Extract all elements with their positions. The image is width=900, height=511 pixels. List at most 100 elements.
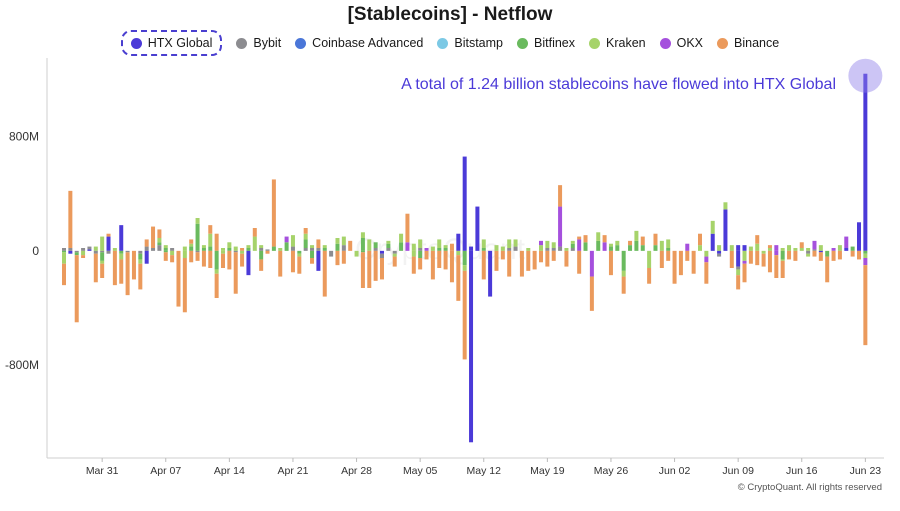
bar-segment-okx <box>685 243 690 251</box>
bar-segment-binance <box>138 263 143 290</box>
bar-segment-htx-global <box>469 246 474 251</box>
bar-segment-binance <box>589 276 594 311</box>
bar-segment-binance <box>418 258 423 270</box>
legend-item-bitstamp[interactable]: Bitstamp <box>437 36 503 50</box>
legend-item-binance[interactable]: Binance <box>717 36 779 50</box>
bar-segment-htx-global <box>863 73 868 251</box>
bar-segment-binance <box>125 252 130 296</box>
bar-segment-binance <box>577 236 582 240</box>
bar-segment-binance <box>780 260 785 278</box>
bar-segment-bybit <box>545 248 550 251</box>
bar-segment-kraken <box>93 246 98 251</box>
bar-segment-bitfinex <box>163 250 168 253</box>
bar-segment-kraken <box>195 218 200 224</box>
legend-item-okx[interactable]: OKX <box>659 36 703 50</box>
bar-segment-bybit <box>558 246 563 251</box>
bar-segment-binance <box>481 250 486 280</box>
bar-segment-kraken <box>437 239 442 248</box>
bar-segment-kraken <box>157 238 162 243</box>
bar-segment-kraken <box>62 252 66 264</box>
bar-segment-kraken <box>806 253 811 257</box>
bar-segment-okx <box>424 248 429 251</box>
bar-segment-binance <box>551 250 556 261</box>
bar-segment-binance <box>437 250 442 268</box>
bar-segment-bitfinex <box>596 240 601 251</box>
bar-segment-kraken <box>736 269 741 276</box>
bar-segment-kraken <box>780 248 785 251</box>
bar-segment-binance <box>449 250 454 283</box>
bar-segment-kraken <box>411 250 416 257</box>
bar-segment-binance <box>507 250 512 277</box>
bar-segment-bitfinex <box>640 245 645 251</box>
bar-segment-binance <box>812 250 817 257</box>
legend-item-coinbase-advanced[interactable]: Coinbase Advanced <box>295 36 423 50</box>
bar-segment-bybit <box>151 248 156 251</box>
bar-segment-okx <box>558 206 563 247</box>
legend-item-htx-global[interactable]: HTX Global <box>120 30 223 56</box>
bar-segment-binance <box>106 233 111 237</box>
bar-segment-binance <box>227 250 232 270</box>
bar-segment-binance <box>112 250 117 286</box>
x-tick-label: Jun 16 <box>786 465 818 477</box>
bar-segment-binance <box>221 253 225 268</box>
bar-segment-binance <box>278 250 283 277</box>
bar-segment-binance <box>767 245 772 248</box>
bar-segment-binance <box>163 252 168 261</box>
bar-segment-bybit <box>106 250 111 254</box>
legend-item-bitfinex[interactable]: Bitfinex <box>517 36 575 50</box>
bar-segment-bybit <box>310 248 315 251</box>
x-tick-label: Mar 31 <box>86 465 119 477</box>
bar-segment-kraken <box>596 232 601 241</box>
bar-segment-bitfinex <box>443 248 448 251</box>
bar-segment-bybit <box>138 250 143 254</box>
bar-segment-kraken <box>615 240 620 246</box>
bar-segment-binance <box>316 239 321 248</box>
bar-segment-bybit <box>513 246 518 251</box>
bar-segment-binance <box>608 250 613 276</box>
bar-segment-bitfinex <box>628 245 633 251</box>
legend-swatch <box>659 37 671 49</box>
bar-segment-okx <box>602 242 607 251</box>
bar-segment-binance <box>755 250 760 266</box>
bar-segment-binance <box>666 250 671 261</box>
legend-item-bybit[interactable]: Bybit <box>236 36 281 50</box>
bar-segment-bitfinex <box>259 250 264 260</box>
y-tick-label: -800M <box>5 358 39 372</box>
bar-segment-bitfinex <box>310 250 315 258</box>
bar-segment-binance <box>564 250 569 267</box>
bar-segment-kraken <box>322 245 327 248</box>
highlight-circle <box>848 58 883 93</box>
bar-segment-binance <box>335 250 340 266</box>
bar-segment-bybit <box>736 266 741 270</box>
bar-segment-kraken <box>112 248 117 251</box>
bar-segment-binance <box>310 258 315 264</box>
bar-segment-binance <box>208 225 213 234</box>
bar-segment-binance <box>545 250 550 267</box>
bar-segment-binance <box>380 258 384 280</box>
bar-segment-binance <box>297 256 302 274</box>
bar-segment-bybit <box>386 248 391 251</box>
bar-segment-kraken <box>411 243 416 251</box>
bar-segment-kraken <box>698 245 702 251</box>
bar-segment-bitfinex <box>653 245 658 251</box>
bar-segment-kraken <box>806 248 811 251</box>
bar-segment-kraken <box>100 236 105 251</box>
bar-segment-binance <box>602 235 607 243</box>
legend-item-kraken[interactable]: Kraken <box>589 36 646 50</box>
bar-segment-bitfinex <box>271 246 276 251</box>
legend-swatch <box>295 37 307 49</box>
bar-segment-binance <box>411 256 416 274</box>
chart-legend: HTX Global Bybit Coinbase Advanced Bitstamp… <box>0 30 900 56</box>
bar-segment-bitfinex <box>481 248 486 251</box>
bar-segment-binance <box>360 252 365 288</box>
bar-segment-bybit <box>68 248 73 251</box>
bar-segment-kraken <box>755 243 760 251</box>
bar-segment-bitfinex <box>570 243 575 248</box>
x-tick-label: Apr 28 <box>341 465 372 477</box>
bar-segment-kraken <box>462 265 467 271</box>
bar-segment-binance <box>252 228 257 237</box>
bar-segment-bybit <box>316 248 321 251</box>
bar-segment-kraken <box>335 238 340 244</box>
bar-segment-kraken <box>621 270 626 277</box>
bar-segment-binance <box>653 233 658 246</box>
